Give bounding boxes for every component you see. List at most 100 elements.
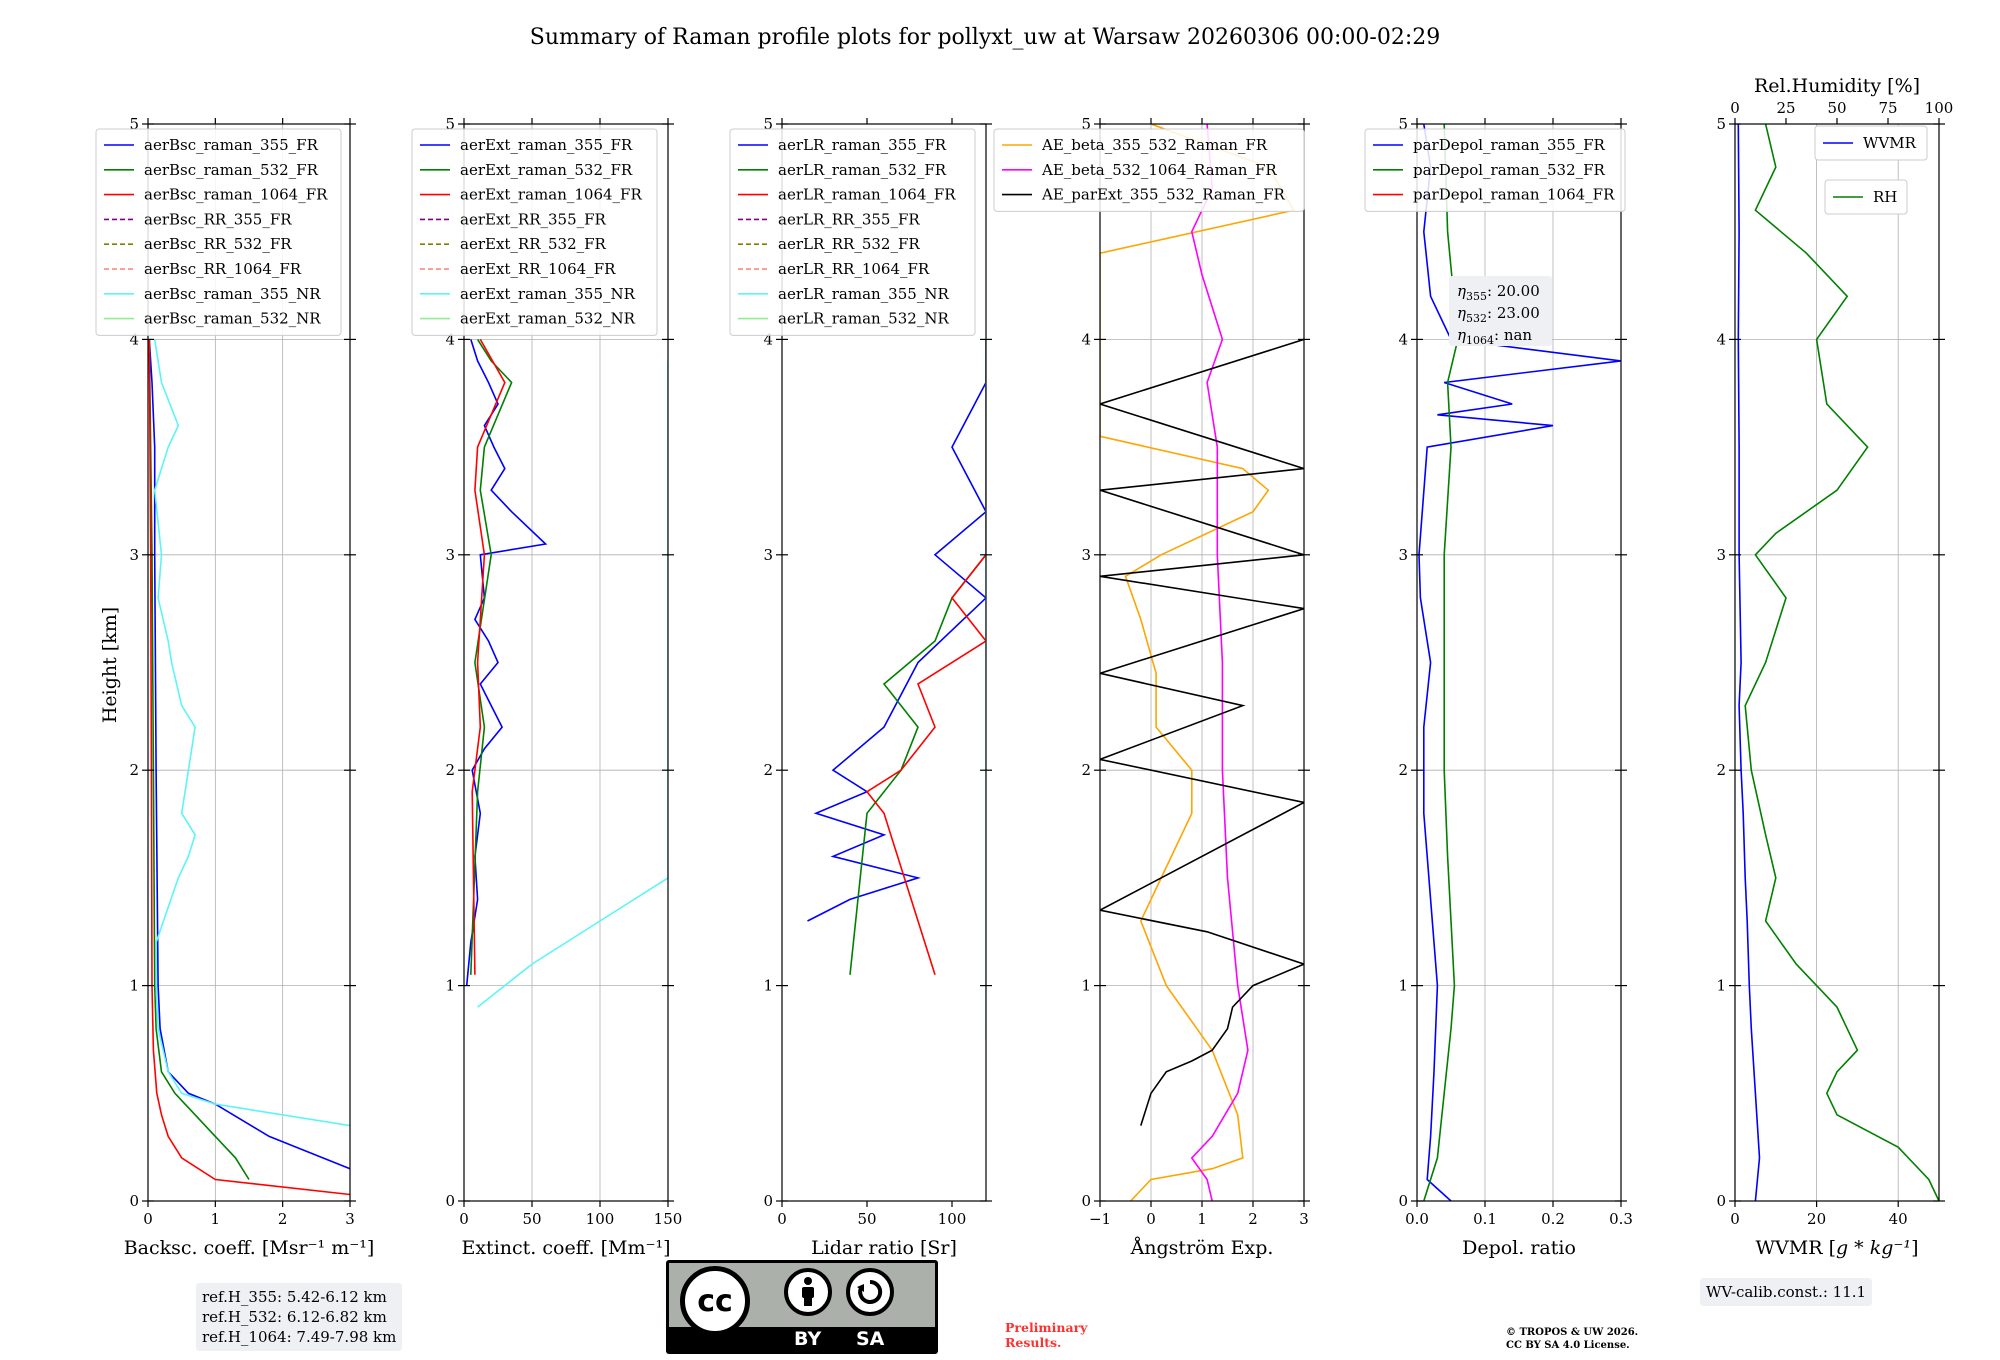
annotation-symbol: η xyxy=(1457,304,1466,322)
x-axis-unit: g * kg⁻¹ xyxy=(1836,1237,1911,1259)
annotation-row: η1064: nan xyxy=(1457,326,1532,347)
y-tick-label: 4 xyxy=(445,330,455,348)
legend-label: aerBsc_raman_1064_FR xyxy=(144,186,328,204)
x-axis-label-end: ] xyxy=(1911,1237,1918,1259)
x2-tick-label: 100 xyxy=(1925,99,1954,117)
axes-frame xyxy=(147,123,351,1202)
annotation-symbol: η xyxy=(1457,326,1466,344)
panel-bsc: 0 1 2 3 4 5 0 1 2 3 Backsc. coeff. [Msr⁻¹ m⁻¹] aerB… xyxy=(95,115,374,1259)
axes-frame xyxy=(1416,123,1622,1202)
y-tick-label: 0 xyxy=(1398,1192,1408,1210)
ref-height-532: ref.H_532: 6.12-6.82 km xyxy=(202,1308,387,1326)
legend-bsc: aerBsc_raman_355_FR aerBsc_raman_532_FRae… xyxy=(95,128,342,336)
ref-height-1064: ref.H_1064: 7.49-7.98 km xyxy=(202,1328,397,1346)
series-group xyxy=(148,339,350,1196)
x-axis-label: Ångström Exp. xyxy=(1130,1237,1274,1259)
legend-label: aerBsc_RR_1064_FR xyxy=(144,260,302,278)
cc-license-badge[interactable]: cc BY SA xyxy=(666,1260,938,1354)
preliminary-note: Preliminary Results. xyxy=(1005,1320,1087,1350)
panel-depol: 0 1 2 3 4 5 0.0 0.1 0.2 0.3 Depol. ratio parDepol_r… xyxy=(1364,115,1633,1259)
x-tick-label: 1 xyxy=(1197,1210,1207,1228)
legend-label: aerLR_raman_355_FR xyxy=(778,136,947,154)
cc-by-label: BY xyxy=(794,1328,822,1350)
legend-box xyxy=(1364,128,1626,212)
series-group xyxy=(1418,124,1621,1201)
x-tick-label: 2 xyxy=(1248,1210,1258,1228)
legend-label: parDepol_raman_1064_FR xyxy=(1413,186,1615,204)
figure-title: Summary of Raman profile plots for polly… xyxy=(530,25,1440,50)
y-tick-label: 0 xyxy=(445,1192,455,1210)
legend-box xyxy=(729,128,976,336)
series-line-aerBsc_raman_1064_FR xyxy=(148,339,350,1196)
series-line-aerExt_raman_355_NR xyxy=(477,360,668,1008)
y-tick-label: 5 xyxy=(1716,115,1726,133)
axes-frame xyxy=(781,123,987,1202)
x-tick-label: 0 xyxy=(777,1210,787,1228)
y-tick-label: 2 xyxy=(763,761,773,779)
x2-tick-label: 25 xyxy=(1776,99,1795,117)
legend-label: aerExt_RR_355_FR xyxy=(460,210,607,228)
y-tick-label: 4 xyxy=(129,330,139,348)
y-tick-label: 1 xyxy=(1398,977,1408,995)
series-line-AE_beta_355_532_Raman_FR xyxy=(1100,124,1296,1201)
legend-ext: aerExt_raman_355_FR aerExt_raman_532_FRae… xyxy=(411,128,658,336)
series-line-aerExt_raman_355_FR xyxy=(465,339,548,986)
legend-box xyxy=(1814,125,1928,161)
legend-wv: WVMR RH xyxy=(1814,125,1928,215)
cc-logo-text: cc xyxy=(697,1283,733,1319)
x-tick-label: 1 xyxy=(211,1210,221,1228)
x-axis-label: Lidar ratio [Sr] xyxy=(811,1237,957,1259)
x-tick-label: 50 xyxy=(857,1210,876,1228)
legend-label: aerLR_raman_532_FR xyxy=(778,161,947,179)
legend-label: AE_parExt_355_532_Raman_FR xyxy=(1041,186,1286,204)
legend-label: RH xyxy=(1873,188,1897,206)
x-tick-label: 40 xyxy=(1889,1210,1908,1228)
y-tick-label: 2 xyxy=(1398,761,1408,779)
y-tick-label: 5 xyxy=(445,115,455,133)
x-tick-label: 3 xyxy=(1299,1210,1309,1228)
x-tick-label: 3 xyxy=(345,1210,355,1228)
legend-label: AE_beta_532_1064_Raman_FR xyxy=(1041,161,1277,179)
series-group xyxy=(1737,124,1939,1201)
x2-tick-label: 75 xyxy=(1878,99,1897,117)
series-line-parDepol_raman_355_FR xyxy=(1418,124,1621,1201)
x-tick-label: 0.2 xyxy=(1541,1210,1565,1228)
y-tick-label: 5 xyxy=(129,115,139,133)
x2-axis-label: Rel.Humidity [%] xyxy=(1754,75,1920,97)
legend-label: aerBsc_raman_532_NR xyxy=(144,310,321,328)
annotation-subscript: 355 xyxy=(1466,290,1487,303)
y-tick-label: 3 xyxy=(445,546,455,564)
legend-label: AE_beta_355_532_Raman_FR xyxy=(1041,136,1268,154)
x-tick-label: 100 xyxy=(938,1210,967,1228)
legend-label: aerExt_RR_532_FR xyxy=(460,235,607,253)
x2-tick-label: 50 xyxy=(1827,99,1846,117)
series-group xyxy=(807,339,986,1040)
x-tick-label: 0 xyxy=(1730,1210,1740,1228)
y-tick-label: 5 xyxy=(1081,115,1091,133)
y-tick-label: 2 xyxy=(1716,761,1726,779)
legend-label: parDepol_raman_532_FR xyxy=(1413,161,1606,179)
ref-height-355: ref.H_355: 5.42-6.12 km xyxy=(202,1288,387,1306)
y-axis-label: Height [km] xyxy=(99,607,121,723)
legend-label: aerLR_RR_1064_FR xyxy=(778,260,930,278)
x-tick-label: 0 xyxy=(459,1210,469,1228)
legend-label: aerLR_RR_355_FR xyxy=(778,210,920,228)
legend-label: aerExt_raman_532_FR xyxy=(460,161,633,179)
y-tick-label: 3 xyxy=(129,546,139,564)
legend-label: aerExt_raman_355_FR xyxy=(460,136,633,154)
legend-label: aerBsc_RR_532_FR xyxy=(144,235,292,253)
y-tick-label: 0 xyxy=(763,1192,773,1210)
legend-label: aerLR_RR_532_FR xyxy=(778,235,920,253)
annotation-value: : 20.00 xyxy=(1487,282,1540,300)
x-tick-label: 100 xyxy=(586,1210,615,1228)
y-tick-label: 1 xyxy=(763,977,773,995)
y-tick-label: 2 xyxy=(129,761,139,779)
legend-box xyxy=(95,128,342,336)
series-line-aerBsc_raman_532_FR xyxy=(148,339,250,1180)
y-tick-label: 2 xyxy=(1081,761,1091,779)
y-tick-label: 2 xyxy=(445,761,455,779)
legend-label: aerExt_RR_1064_FR xyxy=(460,260,616,278)
